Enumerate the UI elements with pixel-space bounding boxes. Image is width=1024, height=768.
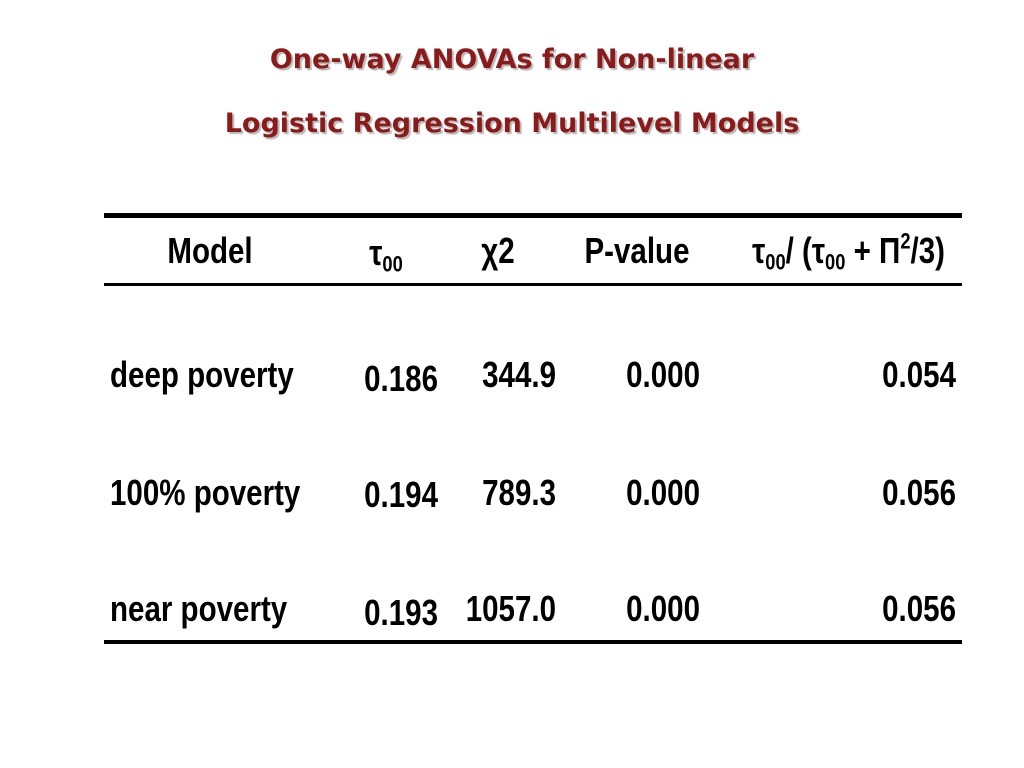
row-1-icc: 0.054 (882, 354, 956, 395)
table-bottom-rule (104, 640, 962, 644)
row-2-icc: 0.056 (882, 472, 956, 513)
row-2-chi2: 789.3 (482, 472, 556, 513)
row-3-chi2: 1057.0 (465, 588, 556, 629)
row-2-pvalue: 0.000 (626, 472, 700, 513)
slide-title-line-1: One-way ANOVAs for Non-linear (269, 44, 755, 75)
header-icc: τ00/ (τ00 + Π2/3) (752, 228, 945, 275)
row-1-chi2: 344.9 (482, 354, 556, 395)
row-2-model: 100% poverty (110, 472, 301, 513)
row-3-tau00: 0.193 (364, 592, 438, 633)
row-2-tau00: 0.194 (364, 474, 438, 515)
slide-title-line-2: Logistic Regression Multilevel Models (224, 108, 800, 139)
row-1-tau00: 0.186 (364, 358, 438, 399)
table-top-rule (104, 213, 962, 218)
row-3-pvalue: 0.000 (626, 588, 700, 629)
header-model: Model (167, 230, 253, 271)
row-1-model: deep poverty (110, 354, 294, 395)
row-1-pvalue: 0.000 (626, 354, 700, 395)
row-3-icc: 0.056 (882, 588, 956, 629)
header-chi2: χ2 (481, 230, 515, 271)
header-pvalue: P-value (584, 230, 690, 271)
table-header-rule (104, 283, 962, 286)
header-tau00: τ00 (369, 232, 403, 277)
row-3-model: near poverty (110, 588, 288, 629)
